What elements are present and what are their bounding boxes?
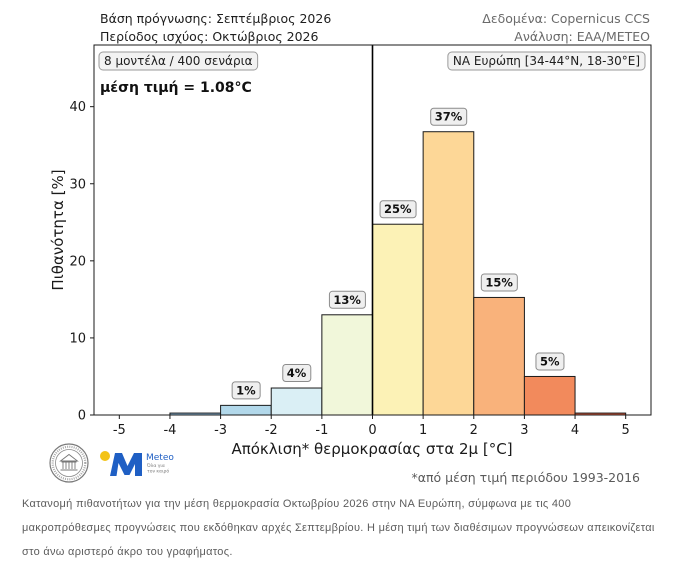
y-tick-label: 10 xyxy=(69,331,86,346)
y-axis-ticks: 0 10 20 30 40 xyxy=(69,100,94,424)
bar-value-label-text: 1% xyxy=(236,383,256,397)
bar-value-labels: 1% 4% 13% 25% 37% 15% 5% xyxy=(231,107,565,400)
bar-value-label: 13% xyxy=(328,290,366,309)
bar-value-label: 1% xyxy=(231,381,261,400)
histogram-bar xyxy=(270,387,323,416)
seal-temple-roof xyxy=(59,453,79,462)
bar-value-label: 5% xyxy=(535,352,565,371)
seal-temple-columns xyxy=(60,461,78,471)
meteo-logo: Meteo Όλα για τον καιρό xyxy=(100,451,174,476)
observatory-seal-logo xyxy=(49,443,89,483)
region-annotation-text: ΝΑ Ευρώπη [34-44°N, 18-30°E] xyxy=(453,54,640,68)
x-tick-label: -5 xyxy=(113,423,126,438)
bar-value-label-text: 13% xyxy=(333,293,361,307)
x-axis-ticks: -5 -4 -3 -2 -1 0 1 2 3 4 5 xyxy=(113,415,630,438)
bar-value-label: 37% xyxy=(430,107,468,126)
footnote-text: *από μέση τιμή περιόδου 1993-2016 xyxy=(412,470,641,485)
bar-value-label: 4% xyxy=(282,364,312,383)
ensemble-annotation-text: 8 μοντέλα / 400 σενάρια xyxy=(104,54,253,68)
region-annotation: ΝΑ Ευρώπη [34-44°N, 18-30°E] xyxy=(447,51,646,71)
y-tick-label: 30 xyxy=(69,177,86,192)
x-tick-label: 3 xyxy=(520,423,528,438)
valid-period-text: Περίοδος ισχύος: Οκτώβριος 2026 xyxy=(100,29,319,44)
x-tick-label: 2 xyxy=(470,423,478,438)
ensemble-annotation-box xyxy=(98,51,259,71)
histogram-bar xyxy=(473,296,525,416)
y-tick-label: 0 xyxy=(78,409,86,424)
bar-value-label-text: 5% xyxy=(540,354,560,368)
meteo-logo-tagline-line2: τον καιρό xyxy=(147,468,169,475)
bar-value-label-text: 15% xyxy=(485,275,513,289)
bar-value-label-box xyxy=(328,290,366,309)
bar-value-label: 15% xyxy=(480,273,518,292)
x-tick-label: 1 xyxy=(419,423,427,438)
bar-value-label-box xyxy=(430,107,468,126)
histogram-bar xyxy=(220,404,272,416)
x-tick-label: -3 xyxy=(214,423,227,438)
figure-background xyxy=(0,0,680,490)
histogram-bar xyxy=(372,223,424,416)
y-axis-label: Πιθανότητα [%] xyxy=(49,169,67,290)
meteo-logo-m xyxy=(110,453,142,476)
bar-value-label-box xyxy=(480,273,518,292)
ensemble-annotation: 8 μοντέλα / 400 σενάρια xyxy=(98,51,259,71)
mean-value-text: μέση τιμή = 1.08°C xyxy=(100,80,252,96)
x-tick-label: 5 xyxy=(622,423,630,438)
meteo-logo-name: Meteo xyxy=(146,453,174,463)
histogram-bar xyxy=(523,375,576,416)
y-tick-label: 20 xyxy=(69,254,86,269)
seal-lettering-ring xyxy=(51,445,87,481)
bar-value-label-text: 25% xyxy=(384,202,412,216)
x-tick-label: -4 xyxy=(163,423,176,438)
bar-value-label-box xyxy=(231,381,261,400)
forecast-histogram-figure: Βάση πρόγνωσης: Σεπτέμβριος 2026 Περίοδο… xyxy=(0,0,680,490)
analysis-credit-text: Ανάλυση: ΕΑΑ/METEO xyxy=(514,29,650,44)
bar-value-label-box xyxy=(379,200,417,219)
histogram-bar xyxy=(321,314,374,416)
x-tick-label: 0 xyxy=(368,423,376,438)
meteo-logo-sun xyxy=(100,451,110,461)
data-source-text: Δεδομένα: Copernicus CCS xyxy=(482,11,650,26)
y-tick-label: 40 xyxy=(69,100,86,115)
bar-value-label-text: 37% xyxy=(435,110,463,124)
seal-inner-ring xyxy=(55,449,83,477)
bar-value-label: 25% xyxy=(379,200,417,219)
bar-value-label-text: 4% xyxy=(287,366,307,380)
x-tick-label: -2 xyxy=(265,423,278,438)
x-tick-label: 4 xyxy=(571,423,579,438)
x-tick-label: -1 xyxy=(315,423,328,438)
bar-value-label-box xyxy=(535,352,565,371)
header-right: Δεδομένα: Copernicus CCS Ανάλυση: ΕΑΑ/ME… xyxy=(482,11,650,44)
x-axis-label: Απόκλιση* θερμοκρασίας στα 2μ [°C] xyxy=(231,440,512,458)
header-left: Βάση πρόγνωσης: Σεπτέμβριος 2026 Περίοδο… xyxy=(100,11,331,44)
region-annotation-box xyxy=(447,51,646,71)
figure-caption: Κατανομή πιθανοτήτων για την μέση θερμοκ… xyxy=(22,498,655,558)
histogram-bar xyxy=(422,131,475,416)
forecast-base-text: Βάση πρόγνωσης: Σεπτέμβριος 2026 xyxy=(100,11,331,26)
bar-value-label-box xyxy=(282,364,312,383)
meteo-logo-tagline-line1: Όλα για xyxy=(146,462,165,469)
